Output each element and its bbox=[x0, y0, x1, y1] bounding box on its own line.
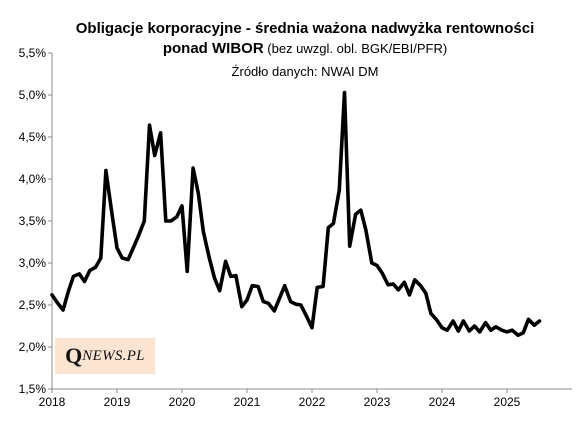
logo-q: Q bbox=[65, 343, 83, 368]
x-tick-label: 2024 bbox=[429, 395, 456, 409]
y-tick-label: 3,5% bbox=[19, 214, 47, 228]
y-tick-label: 3,0% bbox=[19, 256, 47, 270]
y-tick-label: 2,5% bbox=[19, 298, 47, 312]
qnews-logo: Q NEWS.PL bbox=[55, 338, 155, 374]
logo-text: NEWS.PL bbox=[82, 347, 145, 364]
y-tick-label: 5,5% bbox=[19, 46, 47, 60]
chart-title-line2: ponad WIBOR (bez uwzgl. obl. BGK/EBI/PFR… bbox=[40, 40, 570, 57]
x-tick-label: 2023 bbox=[364, 395, 391, 409]
series-line bbox=[50, 90, 542, 338]
x-tick-label: 2021 bbox=[234, 395, 261, 409]
y-tick-label: 5,0% bbox=[19, 88, 47, 102]
x-tick-label: 2019 bbox=[104, 395, 131, 409]
chart-source: Źródło danych: NWAI DM bbox=[231, 64, 379, 79]
x-tick-label: 2025 bbox=[494, 395, 521, 409]
y-tick-label: 4,5% bbox=[19, 130, 47, 144]
y-tick-label: 2,0% bbox=[19, 340, 47, 354]
chart-title-line1: Obligacje korporacyjne - średnia ważona … bbox=[75, 20, 535, 37]
y-tick-label: 1,5% bbox=[19, 382, 47, 396]
chart-title-bold: ponad WIBOR bbox=[162, 40, 264, 57]
x-tick-label: 2020 bbox=[169, 395, 196, 409]
chart-title-note: (bez uwzgl. obl. BGK/EBI/PFR) bbox=[263, 41, 448, 56]
x-tick-label: 2022 bbox=[299, 395, 326, 409]
x-tick-label: 2018 bbox=[39, 395, 66, 409]
y-tick-label: 4,0% bbox=[19, 172, 47, 186]
